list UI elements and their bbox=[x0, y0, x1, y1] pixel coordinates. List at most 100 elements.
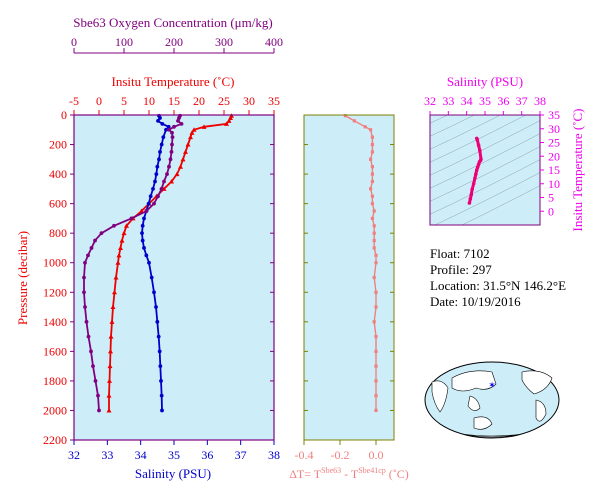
ts-point bbox=[471, 181, 476, 186]
ts-point bbox=[474, 172, 478, 176]
delta-t-point bbox=[372, 275, 376, 280]
map-australia bbox=[473, 416, 493, 430]
temperature-point bbox=[178, 164, 183, 169]
temperature-point bbox=[115, 260, 121, 265]
temperature-point bbox=[183, 149, 188, 154]
temperature-point bbox=[107, 363, 113, 369]
ts-point bbox=[469, 192, 474, 197]
salinity-tick-label: 37 bbox=[235, 448, 247, 462]
temperature-point bbox=[228, 115, 233, 120]
main-plot-background bbox=[74, 115, 274, 440]
float-id-text: Float: 7102 bbox=[430, 246, 490, 261]
salinity-point bbox=[155, 164, 160, 169]
salinity-point bbox=[149, 275, 154, 280]
pressure-tick-label: 2200 bbox=[43, 433, 67, 447]
delta-t-point bbox=[370, 150, 374, 154]
oxygen-tick-label: 400 bbox=[265, 35, 283, 49]
delta-t-point bbox=[374, 379, 378, 383]
pressure-tick-label: 1200 bbox=[43, 285, 67, 299]
pressure-tick-label: 1000 bbox=[43, 256, 67, 270]
oxygen-point bbox=[93, 379, 98, 383]
location-text: Location: 31.5°N 146.2°E bbox=[430, 278, 566, 293]
ts-density-contour bbox=[430, 146, 540, 202]
salinity-tick-label: 32 bbox=[68, 448, 80, 462]
oxygen-point bbox=[83, 260, 87, 265]
salinity-tick-label: 38 bbox=[268, 448, 280, 462]
delta-t-point bbox=[370, 165, 374, 169]
delta-t-plot-frame bbox=[303, 114, 395, 441]
salinity-tick-label: 36 bbox=[201, 448, 213, 462]
oxygen-point bbox=[152, 201, 156, 206]
salinity-point bbox=[160, 408, 164, 413]
salinity-tick-label: 34 bbox=[135, 448, 147, 462]
temperature-point bbox=[118, 245, 123, 250]
ts-salinity-tick-label: 35 bbox=[479, 94, 491, 108]
salinity-point bbox=[164, 127, 168, 132]
ts-density-contour bbox=[430, 115, 449, 124]
ts-density-contour bbox=[430, 115, 527, 163]
temperature-axis-title: Insitu Temperature (˚C) bbox=[111, 74, 234, 89]
oxygen-point bbox=[99, 231, 104, 236]
ts-salinity-axis-ticks: 32 33 34 35 36 37 38 bbox=[424, 94, 546, 115]
ts-point bbox=[478, 148, 482, 153]
ts-salinity-axis-title: Salinity (PSU) bbox=[447, 74, 523, 89]
salinity-point bbox=[148, 194, 153, 199]
salinity-point bbox=[154, 172, 159, 176]
oxygen-point bbox=[165, 172, 169, 176]
oxygen-point bbox=[86, 253, 90, 258]
ts-temperature-axis-title: Insitu Temperature (˚C) bbox=[570, 108, 585, 231]
salinity-point bbox=[147, 260, 151, 265]
ts-temperature-tick-label: 25 bbox=[548, 136, 560, 150]
temperature-point bbox=[106, 407, 112, 413]
pressure-tick-label: 200 bbox=[49, 138, 67, 152]
delta-t-point bbox=[343, 114, 347, 118]
salinity-series bbox=[140, 113, 171, 413]
oxygen-point bbox=[89, 349, 93, 354]
locator-map: ✶ bbox=[424, 361, 560, 439]
temperature-tick-label: 15 bbox=[168, 94, 180, 108]
oxygen-point bbox=[167, 127, 171, 132]
salinity-point bbox=[156, 119, 160, 123]
temperature-point bbox=[107, 378, 112, 383]
temperature-point bbox=[226, 118, 232, 123]
delta-t-plot-background bbox=[304, 115, 394, 440]
temperature-tick-label: 25 bbox=[218, 94, 230, 108]
temperature-point bbox=[188, 134, 193, 140]
delta-t-label-sup1: Sbe63 bbox=[321, 466, 341, 475]
temperature-point bbox=[116, 252, 122, 258]
delta-t-point bbox=[370, 216, 374, 221]
oxygen-point bbox=[96, 393, 100, 398]
salinity-point bbox=[159, 393, 164, 398]
temperature-point bbox=[113, 275, 119, 280]
ts-temperature-tick-label: 35 bbox=[548, 108, 560, 122]
ts-diagram-panel: Salinity (PSU) 32 33 34 35 36 37 38 0510152025… bbox=[424, 74, 585, 232]
oxygen-point bbox=[82, 275, 86, 280]
ts-point bbox=[476, 162, 481, 167]
oxygen-point bbox=[83, 305, 87, 309]
ts-point bbox=[473, 176, 477, 181]
ts-temperature-tick-label: 30 bbox=[548, 122, 560, 136]
oxygen-axis-title: Sbe63 Oxygen Concentration (μm/kg) bbox=[73, 15, 272, 30]
delta-t-point bbox=[372, 231, 376, 235]
ts-temperature-tick-label: 10 bbox=[548, 177, 560, 191]
salinity-axis-title: Salinity (PSU) bbox=[135, 466, 211, 481]
salinity-point bbox=[161, 135, 166, 140]
delta-t-point bbox=[370, 179, 374, 184]
oxygen-point bbox=[159, 186, 164, 191]
map-antarctica bbox=[461, 433, 523, 438]
temperature-point bbox=[174, 171, 180, 177]
delta-t-axis-title: ΔT= TSbe63 - TSbe41cp (˚C) bbox=[289, 466, 409, 481]
salinity-point bbox=[157, 157, 161, 162]
delta-t-point bbox=[363, 125, 367, 129]
main-plot-frame bbox=[73, 114, 275, 441]
oxygen-point bbox=[129, 216, 134, 221]
temperature-point bbox=[112, 289, 117, 295]
ts-density-contour bbox=[430, 159, 540, 215]
oxygen-tick-label: 100 bbox=[115, 35, 133, 49]
oxygen-point bbox=[86, 334, 91, 339]
oxygen-point bbox=[170, 135, 175, 140]
ts-salinity-tick-label: 33 bbox=[442, 94, 454, 108]
delta-t-label-end: (˚C) bbox=[386, 467, 409, 481]
temperature-point bbox=[189, 130, 195, 135]
